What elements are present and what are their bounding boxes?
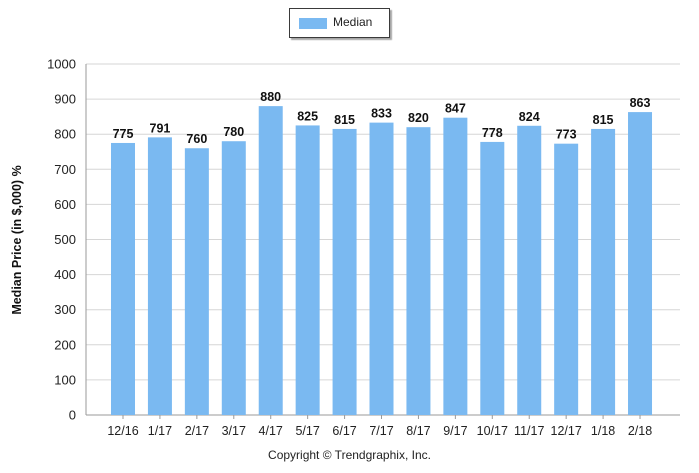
data-label-4-17: 880 (260, 90, 281, 104)
bar-2-17 (184, 148, 209, 416)
bar-1-17 (147, 137, 172, 416)
x-tick-label-9-17: 9/17 (443, 424, 467, 438)
x-tick-label-3-17: 3/17 (222, 424, 246, 438)
x-tick-label-6-17: 6/17 (332, 424, 356, 438)
bar-2-18 (628, 112, 653, 415)
x-tick-label-10-17: 10/17 (477, 424, 508, 438)
bar-9-17 (443, 117, 468, 415)
x-tick-label-7-17: 7/17 (369, 424, 393, 438)
bar-11-17 (517, 125, 542, 415)
bar-12-17 (554, 143, 579, 415)
y-tick-label-900: 900 (54, 92, 76, 107)
data-label-12-16: 775 (113, 127, 134, 141)
data-label-5-17: 825 (297, 109, 318, 123)
x-tick-label-2-18: 2/18 (628, 424, 652, 438)
x-tick-label-2-17: 2/17 (185, 424, 209, 438)
y-tick-label-0: 0 (69, 408, 76, 423)
data-label-1-17: 791 (150, 121, 171, 135)
bar-3-17 (221, 141, 246, 415)
chart-legend: Median (289, 8, 390, 38)
bar-5-17 (295, 125, 320, 416)
x-tick-label-8-17: 8/17 (406, 424, 430, 438)
bar-6-17 (332, 128, 357, 415)
data-label-1-18: 815 (593, 113, 614, 127)
data-label-12-17: 773 (556, 128, 577, 142)
y-tick-label-800: 800 (54, 127, 76, 142)
bar-7-17 (369, 122, 394, 416)
data-label-7-17: 833 (371, 107, 392, 121)
bar-10-17 (480, 141, 505, 416)
y-tick-label-200: 200 (54, 337, 76, 352)
bar-4-17 (258, 106, 283, 416)
data-label-11-17: 824 (519, 110, 540, 124)
x-tick-label-12-17: 12/17 (551, 424, 582, 438)
y-tick-label-400: 400 (54, 267, 76, 282)
x-tick-label-12-16: 12/16 (107, 424, 138, 438)
data-label-9-17: 847 (445, 102, 466, 116)
y-tick-label-700: 700 (54, 162, 76, 177)
y-tick-label-300: 300 (54, 302, 76, 317)
y-tick-label-1000: 1000 (47, 57, 76, 72)
bar-12-16 (111, 142, 135, 415)
legend-swatch-median (299, 18, 327, 29)
y-tick-label-500: 500 (54, 232, 76, 247)
data-label-3-17: 780 (223, 125, 244, 139)
legend-label-median: Median (333, 15, 373, 29)
data-label-8-17: 820 (408, 111, 429, 125)
x-tick-label-4-17: 4/17 (259, 424, 283, 438)
x-tick-label-1-17: 1/17 (148, 424, 172, 438)
y-tick-label-600: 600 (54, 197, 76, 212)
y-tick-label-100: 100 (54, 372, 76, 387)
x-tick-label-5-17: 5/17 (295, 424, 319, 438)
bar-8-17 (406, 127, 431, 416)
data-label-6-17: 815 (334, 113, 355, 127)
copyright-footer: Copyright © Trendgraphix, Inc. (268, 448, 431, 462)
data-label-2-18: 863 (630, 96, 651, 110)
data-label-2-17: 760 (186, 132, 207, 146)
bar-1-18 (591, 128, 616, 415)
x-tick-label-11-17: 11/17 (514, 424, 544, 438)
x-tick-label-1-18: 1/18 (591, 424, 615, 438)
data-label-10-17: 778 (482, 126, 503, 140)
